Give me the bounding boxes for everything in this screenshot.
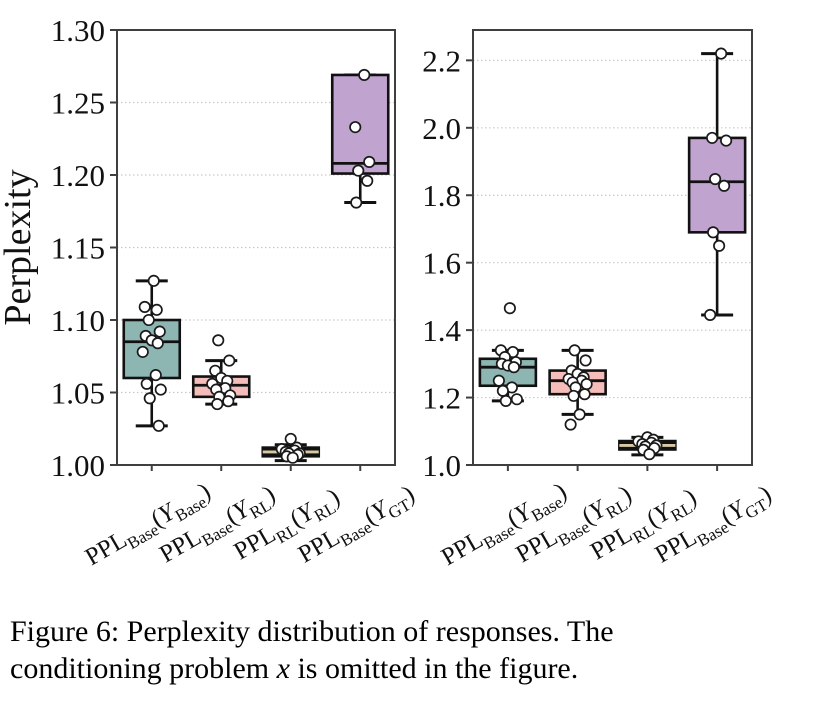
data-point bbox=[706, 131, 719, 144]
box-PPL_Base(Y_GT) bbox=[687, 136, 747, 234]
data-point bbox=[643, 448, 656, 461]
data-point bbox=[361, 174, 374, 187]
caption-line2-post: is omitted in the figure. bbox=[289, 652, 579, 685]
data-point bbox=[149, 369, 162, 382]
y-tick-label: 1.4 bbox=[422, 313, 461, 348]
data-point bbox=[704, 308, 717, 321]
box-PPL_Base(Y_Base) bbox=[122, 318, 182, 380]
boxplot-figure: PPLBase(YBase)PPLBase(YRL)PPLRL(YRL)PPLB… bbox=[0, 13, 779, 575]
y-tick-label: 1.10 bbox=[51, 303, 105, 338]
data-point bbox=[499, 394, 512, 407]
caption-line2-pre: conditioning problem bbox=[10, 652, 277, 685]
data-point bbox=[211, 398, 224, 411]
figure-caption: Figure 6: Perplexity distribution of res… bbox=[10, 613, 802, 687]
data-point bbox=[567, 389, 580, 402]
data-point bbox=[138, 300, 151, 313]
data-point bbox=[349, 121, 362, 134]
data-point bbox=[143, 392, 156, 405]
category-label: PPLBase(YGT) bbox=[294, 480, 422, 572]
data-point bbox=[363, 155, 376, 168]
data-point bbox=[507, 361, 520, 374]
data-point bbox=[573, 408, 586, 421]
y-tick-label: 2.0 bbox=[422, 111, 461, 146]
y-tick-label: 1.25 bbox=[51, 86, 105, 121]
data-point bbox=[715, 47, 728, 60]
y-axis-label: Perplexity bbox=[0, 169, 39, 325]
data-point bbox=[153, 325, 166, 338]
y-tick-label: 2.2 bbox=[422, 43, 461, 78]
y-tick-label: 1.15 bbox=[51, 231, 105, 266]
data-point bbox=[286, 451, 299, 464]
data-point bbox=[496, 384, 509, 397]
left-subplot: PPLBase(YBase)PPLBase(YRL)PPLRL(YRL)PPLB… bbox=[0, 13, 422, 575]
data-point bbox=[223, 354, 236, 367]
data-point bbox=[358, 68, 371, 81]
category-label: PPLBase(YBase) bbox=[81, 478, 218, 575]
data-point bbox=[510, 393, 523, 406]
data-point bbox=[578, 388, 591, 401]
y-tick-label: 1.20 bbox=[51, 158, 105, 193]
data-point bbox=[284, 432, 297, 445]
data-point bbox=[151, 337, 164, 350]
data-point bbox=[713, 239, 726, 252]
y-tick-label: 1.2 bbox=[422, 381, 461, 416]
data-point bbox=[212, 334, 225, 347]
data-point bbox=[136, 345, 149, 358]
data-point bbox=[568, 344, 581, 357]
caption-math-x: x bbox=[276, 652, 290, 685]
right-subplot: PPLBase(YBase)PPLBase(YRL)PPLRL(YRL)PPLB… bbox=[422, 29, 779, 575]
data-point bbox=[580, 378, 593, 391]
data-point bbox=[142, 313, 155, 327]
y-tick-label: 1.8 bbox=[422, 178, 461, 213]
data-point bbox=[350, 196, 363, 209]
y-tick-label: 1.30 bbox=[51, 13, 105, 48]
data-point bbox=[492, 374, 505, 387]
y-tick-label: 1.6 bbox=[422, 246, 461, 281]
data-point bbox=[564, 418, 577, 431]
data-point bbox=[579, 354, 592, 367]
caption-line1: Figure 6: Perplexity distribution of res… bbox=[10, 615, 614, 648]
data-point bbox=[154, 383, 167, 396]
data-point bbox=[720, 134, 733, 147]
y-tick-label: 1.00 bbox=[51, 448, 105, 483]
category-label: PPLBase(YBase) bbox=[437, 478, 574, 575]
data-point bbox=[140, 377, 153, 390]
data-point bbox=[503, 302, 516, 315]
y-tick-label: 1.0 bbox=[422, 448, 461, 483]
data-point bbox=[152, 419, 165, 432]
data-point bbox=[709, 172, 722, 186]
plot-frame bbox=[472, 29, 753, 466]
data-point bbox=[718, 179, 731, 192]
data-point bbox=[707, 226, 720, 239]
data-point bbox=[147, 274, 160, 287]
category-label: PPLBase(YGT) bbox=[651, 480, 779, 572]
data-point bbox=[222, 395, 235, 408]
data-point bbox=[352, 164, 365, 177]
y-tick-label: 1.05 bbox=[51, 376, 105, 411]
data-point bbox=[150, 303, 163, 316]
